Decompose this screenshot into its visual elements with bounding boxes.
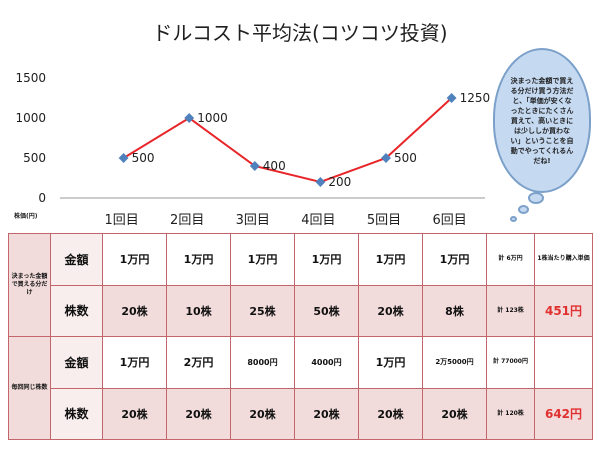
table-cell: 20株: [294, 387, 359, 440]
data-label: 400: [263, 159, 286, 173]
table-cell: 50株: [294, 284, 359, 337]
y-tick-labels: 0 500 1000 1500: [15, 71, 46, 205]
group1-label: 決まった金額で買える分だけ: [8, 233, 51, 337]
data-point: [315, 177, 326, 187]
table-cell: 20株: [422, 387, 487, 440]
x-tick-label: 2回目: [170, 213, 204, 228]
row-label-amount: 金額: [50, 233, 103, 286]
avg-price-cell: 451円: [534, 284, 593, 337]
row-label-shares: 株数: [50, 284, 103, 337]
table-cell: 20株: [102, 387, 167, 440]
chart-title: ドルコスト平均法(コツコツ投資): [152, 21, 447, 45]
table-cell: 1万円: [102, 336, 167, 389]
total-shares-cell: 計 120株: [486, 387, 535, 440]
avg-header-cell: 1株当たり購入単価: [534, 233, 593, 286]
table-cell: 20株: [358, 284, 423, 337]
table-cell: 1万円: [358, 336, 423, 389]
empty-cell: [534, 336, 593, 389]
table-cell: 8000円: [230, 336, 295, 389]
table-cell: 20株: [230, 387, 295, 440]
table-cell: 2万5000円: [422, 336, 487, 389]
table-row: 毎回同じ株数 金額 1万円 2万円 8000円 4000円 1万円 2万5000…: [8, 336, 593, 440]
data-label: 200: [328, 175, 351, 189]
data-label: 500: [132, 151, 155, 165]
x-tick-labels: 1回目 2回目 3回目 4回目 5回目 6回目: [104, 213, 466, 228]
data-point: [184, 113, 195, 123]
group2-label: 毎回同じ株数: [8, 336, 51, 440]
table-cell: 1万円: [230, 233, 295, 286]
total-shares-cell: 計 123株: [486, 284, 535, 337]
thought-bubble-dot-small: [510, 216, 517, 222]
row-label-shares: 株数: [50, 387, 103, 440]
total-amount-cell: 計 77000円: [486, 336, 535, 389]
data-label: 1250: [460, 91, 491, 105]
x-tick-label: 3回目: [236, 213, 270, 228]
data-label: 500: [394, 151, 417, 165]
x-tick-label: 1回目: [104, 213, 138, 228]
table-cell: 4000円: [294, 336, 359, 389]
y-tick-label: 0: [38, 191, 46, 205]
total-amount-cell: 計 6万円: [486, 233, 535, 286]
price-unit-label: 株価(円): [14, 213, 38, 220]
data-labels: 500 1000 400 200 500 1250: [132, 91, 491, 189]
row-label-amount: 金額: [50, 336, 103, 389]
y-tick-label: 500: [23, 151, 46, 165]
data-label: 1000: [197, 111, 228, 125]
table-cell: 20株: [166, 387, 231, 440]
x-tick-label: 6回目: [432, 213, 466, 228]
table-cell: 1万円: [102, 233, 167, 286]
table-cell: 1万円: [294, 233, 359, 286]
x-tick-label: 5回目: [367, 213, 401, 228]
y-tick-label: 1000: [15, 111, 46, 125]
y-tick-label: 1500: [15, 71, 46, 85]
x-tick-label: 4回目: [301, 213, 335, 228]
table-cell: 25株: [230, 284, 295, 337]
table-cell: 20株: [358, 387, 423, 440]
table-row: 株数 20株 20株 20株 20株 20株 20株 計 120株 642円: [9, 387, 593, 440]
data-point: [249, 161, 260, 171]
table-cell: 2万円: [166, 336, 231, 389]
table-cell: 1万円: [422, 233, 487, 286]
table-row: 決まった金額で買える分だけ 金額 1万円 1万円 1万円 1万円 1万円 1万円…: [8, 233, 593, 337]
table-cell: 10株: [166, 284, 231, 337]
table-cell: 1万円: [358, 233, 423, 286]
thought-bubble-text: 決まった金額で買える分だけ買う方法だと、「単価が安くなったときにたくさん買えて、…: [510, 76, 574, 165]
data-point: [381, 153, 391, 163]
table-cell: 8株: [422, 284, 487, 337]
avg-price-cell: 642円: [534, 387, 593, 440]
table-row: 株数 20株 10株 25株 50株 20株 8株 計 123株 451円: [9, 284, 593, 337]
comparison-table: 決まった金額で買える分だけ 金額 1万円 1万円 1万円 1万円 1万円 1万円…: [8, 233, 593, 440]
line-chart: ドルコスト平均法(コツコツ投資) 0 500 1000 1500 1回目 2回目 3回目 4…: [15, 21, 491, 228]
thought-bubble-dot-large: [528, 192, 544, 204]
thought-bubble-dot-medium: [518, 205, 529, 214]
series-line: [123, 97, 453, 184]
table-cell: 20株: [102, 284, 167, 337]
table-cell: 1万円: [166, 233, 231, 286]
thought-bubble: 決まった金額で買える分だけ買う方法だと、「単価が安くなったときにたくさん買えて、…: [493, 48, 591, 193]
data-point: [118, 153, 129, 163]
